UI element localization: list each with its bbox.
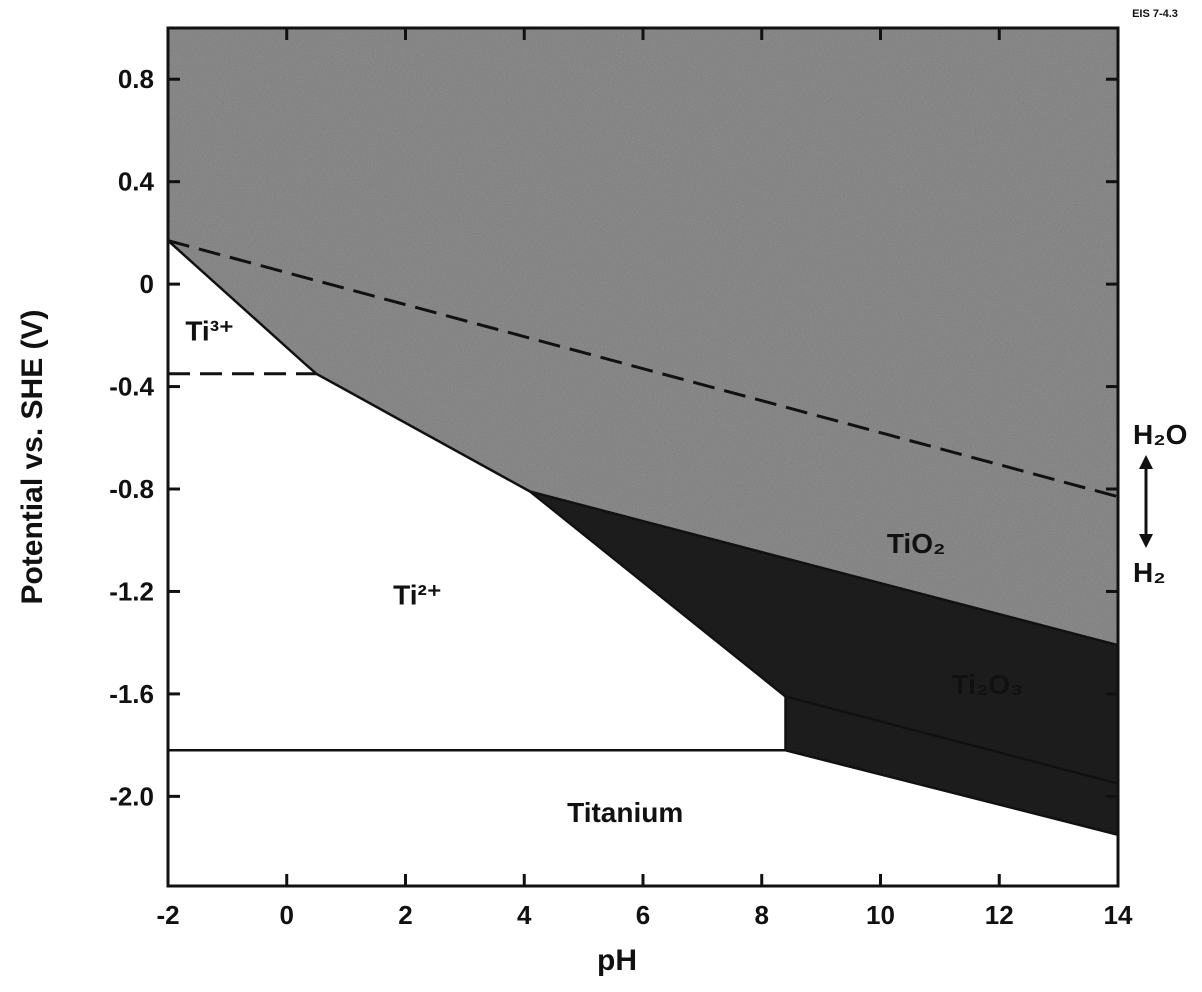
boundary-line-3 [785,695,1118,785]
y-axis-label: Potential vs. SHE (V) [16,309,49,604]
h2-label: H₂ [1133,557,1166,588]
h2o-label: H₂O [1133,419,1187,450]
y-tick-label: -1.2 [109,576,154,606]
x-axis-ticks: -2 0 2 4 6 8 10 12 14 [156,28,1133,930]
boundary-line-2 [168,749,1118,837]
x-axis-label: pH [597,944,637,977]
y-tick-label: 0 [140,269,154,299]
stability-regions [168,28,1118,886]
y-axis-ticks: 0.8 0.4 0 -0.4 -0.8 -1.2 -1.6 -2.0 [109,64,1118,811]
region-ti2- [168,373,786,751]
arrow-down-icon [1139,534,1153,548]
water-line-indicator: H₂O H₂ [1133,419,1187,588]
arrow-up-icon [1139,455,1153,469]
boundary-line-1 [529,490,1118,647]
region-ti3- [168,240,317,374]
label-titanium: Titanium [567,797,683,828]
region-ti2o3 [530,491,1118,835]
x-tick-label: 8 [755,900,769,930]
x-tick-label: 10 [866,900,895,930]
boundary-line-0 [168,239,787,751]
y-tick-label: -1.6 [109,679,154,709]
region-titanium [168,750,1118,886]
x-tick-label: -2 [156,900,179,930]
x-tick-label: 14 [1104,900,1133,930]
y-tick-label: -2.0 [109,781,154,811]
region-tio2 [168,28,1118,646]
figure-tag: EIS 7-4.3 [1132,8,1178,20]
x-tick-label: 2 [398,900,412,930]
y-tick-label: 0.8 [118,64,154,94]
phase-boundaries [168,239,1118,837]
y-tick-label: 0.4 [118,167,155,197]
x-tick-label: 6 [636,900,650,930]
region-labels: Ti³⁺ Ti²⁺ TiO₂ Ti₂O₃ Titanium [185,315,1023,828]
y-tick-label: -0.8 [109,474,154,504]
y-tick-label: -0.4 [109,372,154,402]
label-tio: TiO₂ [887,528,946,559]
dashed-boundary-5 [168,239,1118,499]
label-ti-o: Ti₂O₃ [952,669,1024,700]
x-tick-label: 12 [985,900,1014,930]
x-tick-label: 0 [280,900,294,930]
label-ti: Ti³⁺ [185,315,233,346]
label-ti: Ti²⁺ [393,579,441,610]
x-tick-label: 4 [517,900,532,930]
